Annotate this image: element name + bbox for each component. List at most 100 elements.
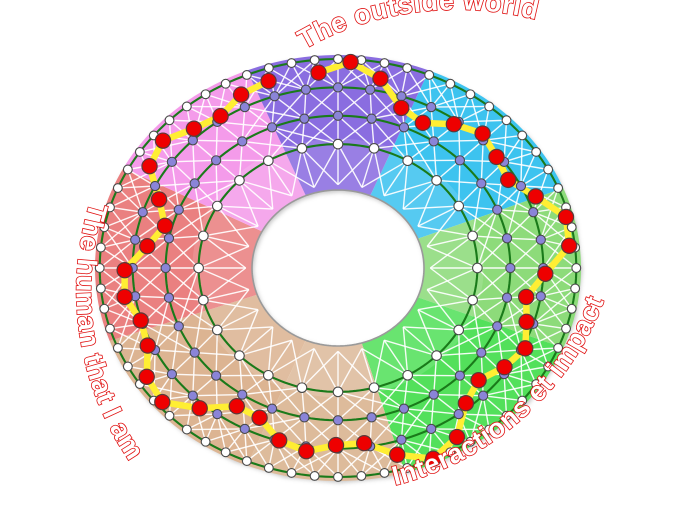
radial-edge — [428, 74, 460, 123]
graph-node — [366, 113, 377, 124]
radial-edge — [246, 439, 275, 462]
radial-edge — [178, 179, 240, 211]
highlight-node — [537, 265, 554, 282]
radial-edge — [244, 428, 270, 469]
graph-node — [160, 262, 171, 274]
graph-node — [105, 323, 115, 334]
radial-edge — [192, 393, 243, 397]
graph-node — [241, 456, 252, 466]
radial-edge — [216, 205, 250, 247]
highlight-node — [342, 53, 359, 71]
radial-edge — [244, 106, 273, 128]
radial-edge — [497, 209, 534, 213]
highlight-node — [139, 238, 156, 255]
radial-edge — [203, 288, 250, 301]
radial-edge — [238, 179, 274, 210]
radial-edge — [216, 309, 259, 331]
radial-edge — [192, 139, 243, 143]
graph-node — [428, 136, 439, 147]
radial-edge — [192, 140, 196, 184]
radial-edge — [205, 428, 246, 443]
radial-edge — [216, 413, 227, 453]
radial-edge — [337, 115, 375, 149]
radial-edge — [291, 447, 339, 474]
radial-edge — [503, 135, 523, 163]
graph-node — [492, 204, 503, 215]
radial-edge — [406, 428, 432, 469]
radial-edge — [383, 160, 409, 197]
graph-node — [266, 403, 278, 414]
radial-edge — [373, 386, 434, 396]
radial-edge — [449, 83, 460, 123]
graph-node — [239, 101, 250, 113]
graph-node — [262, 369, 274, 381]
highlight-node — [232, 86, 250, 103]
radial-edge — [417, 205, 460, 227]
radial-edge — [383, 62, 403, 97]
graph-node — [472, 262, 483, 274]
graph-node — [515, 180, 527, 192]
graph-node — [300, 84, 312, 95]
graph-node — [130, 234, 141, 245]
graph-node — [402, 63, 413, 73]
radial-edge — [458, 413, 507, 417]
inner-rim — [251, 189, 425, 347]
radial-edge — [496, 185, 522, 211]
graph-node — [266, 122, 278, 133]
radial-edge — [471, 183, 482, 237]
highlight-node — [310, 64, 327, 81]
radial-edge — [369, 89, 405, 128]
radial-edge — [168, 205, 218, 239]
graph-node — [478, 390, 489, 401]
graph-node — [105, 202, 115, 213]
radial-edge — [135, 295, 169, 299]
radial-edge — [407, 140, 435, 162]
graph-node — [95, 283, 106, 294]
radial-edge — [241, 95, 276, 142]
graph-node — [453, 408, 464, 420]
graph-node — [396, 91, 407, 102]
highlight-node — [445, 116, 463, 133]
radial-edge — [171, 161, 180, 210]
graph-node — [187, 135, 198, 146]
radial-edge — [271, 89, 307, 128]
graph-node — [189, 347, 200, 358]
radial-edge — [168, 297, 204, 301]
radial-edge — [509, 267, 542, 297]
radial-edge — [426, 205, 460, 247]
radial-edge — [406, 67, 432, 108]
radial-edge — [238, 180, 259, 227]
graph-node — [566, 303, 577, 314]
radial-edge — [476, 237, 508, 269]
graph-node — [198, 230, 209, 242]
highlight-node — [138, 368, 155, 386]
radial-edge — [117, 161, 173, 189]
radial-edge — [267, 118, 305, 162]
radial-edge — [314, 448, 339, 477]
graph-node — [122, 164, 133, 175]
graph-node — [286, 467, 297, 478]
radial-edge — [507, 237, 541, 241]
radial-edge — [476, 209, 498, 269]
radial-edge — [169, 413, 218, 417]
graph-node — [453, 324, 465, 336]
graph-node — [241, 70, 252, 80]
graph-node — [465, 89, 476, 100]
radial-edge — [202, 235, 247, 269]
highlight-node — [424, 450, 442, 467]
radial-edge — [337, 391, 405, 410]
highlight-node — [356, 435, 373, 452]
graph-node — [454, 155, 466, 166]
highlight-node — [518, 313, 535, 330]
radial-edge — [301, 147, 339, 186]
radial-edge — [267, 347, 315, 376]
radial-edge — [198, 245, 250, 269]
radial-edge — [429, 235, 474, 269]
graph-node — [212, 408, 223, 420]
graph-node — [402, 463, 413, 473]
radial-edge — [532, 323, 549, 367]
radial-edge — [472, 235, 508, 239]
graph-node — [99, 222, 110, 233]
label-outside-world: The outside world — [293, 0, 542, 55]
radial-edge — [216, 289, 250, 331]
